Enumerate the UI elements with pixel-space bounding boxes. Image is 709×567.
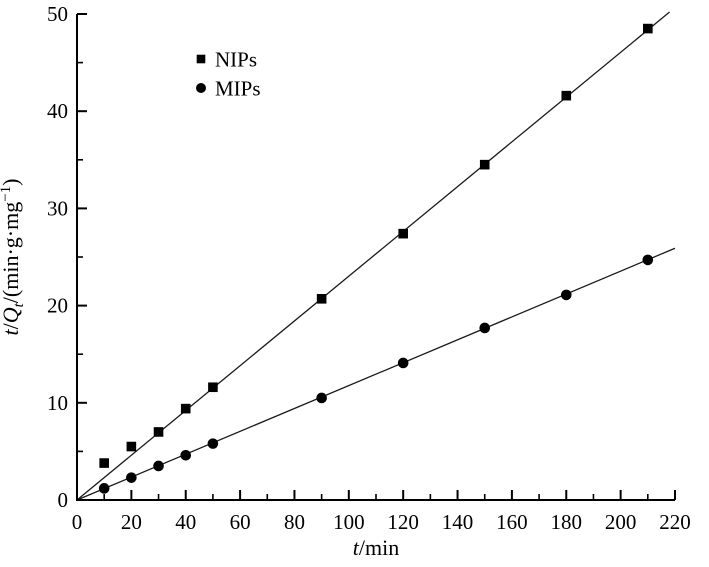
legend-label: MIPs <box>215 77 261 101</box>
axes-frame <box>76 14 675 501</box>
x-tick-label: 40 <box>175 510 196 534</box>
data-point-nips <box>99 458 109 468</box>
x-tick-label: 140 <box>442 510 474 534</box>
x-tick-label: 80 <box>284 510 305 534</box>
x-tick-label: 120 <box>387 510 419 534</box>
legend-marker-circle <box>196 83 206 93</box>
data-point-nips <box>153 427 164 437</box>
x-axis-label: t/min <box>353 535 399 560</box>
x-tick-label: 220 <box>659 510 691 534</box>
data-point-mips <box>316 392 327 404</box>
data-point-nips <box>316 293 327 304</box>
x-tick-label: 20 <box>121 510 142 534</box>
data-point-mips <box>180 449 192 461</box>
data-point-mips <box>560 289 572 301</box>
y-tick-label: 0 <box>58 488 69 512</box>
data-point-nips <box>180 403 191 414</box>
data-point-nips <box>479 159 490 170</box>
data-point-nips <box>643 23 653 34</box>
data-point-mips <box>207 438 219 449</box>
y-tick-label: 40 <box>47 99 68 123</box>
y-tick-label: 20 <box>47 294 68 318</box>
data-point-mips <box>153 460 164 472</box>
legend-marker-square <box>196 54 206 64</box>
fit-line-nips <box>76 11 670 501</box>
y-tick-label: 10 <box>47 391 68 415</box>
data-point-nips <box>561 90 572 101</box>
x-tick-label: 200 <box>605 510 637 534</box>
x-tick-label: 180 <box>551 510 583 534</box>
y-axis-label: t/Qt/(min·g·mg−1) <box>0 178 27 335</box>
data-point-nips <box>126 441 137 452</box>
data-point-mips <box>126 472 137 483</box>
x-tick-label: 100 <box>333 510 365 534</box>
data-point-nips <box>208 382 218 393</box>
x-tick-label: 0 <box>72 510 83 534</box>
data-point-nips <box>398 228 408 239</box>
data-point-mips <box>397 357 409 369</box>
legend-label: NIPs <box>215 48 257 72</box>
fit-line-mips <box>76 247 676 501</box>
y-tick-label: 30 <box>47 196 68 220</box>
x-tick-label: 160 <box>496 510 528 534</box>
x-tick-label: 60 <box>230 510 251 534</box>
data-point-mips <box>642 254 654 266</box>
data-point-mips <box>98 483 110 494</box>
y-tick-label: 50 <box>47 2 68 26</box>
data-point-mips <box>479 322 491 334</box>
